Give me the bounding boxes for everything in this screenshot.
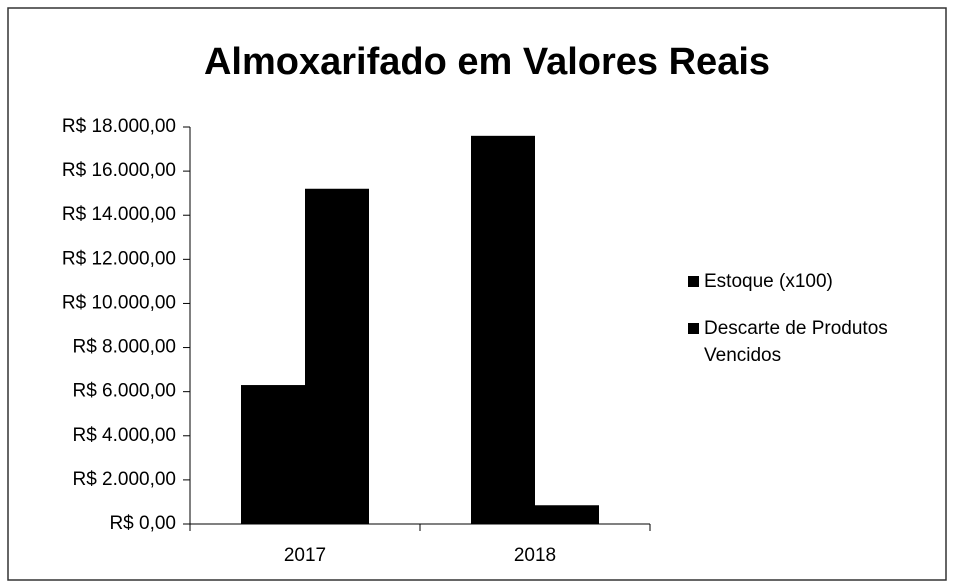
legend-swatch [688, 276, 699, 287]
y-tick-label: R$ 8.000,00 [72, 337, 176, 358]
chart-title: Almoxarifado em Valores Reais [204, 41, 770, 83]
y-tick-label: R$ 18.000,00 [62, 116, 176, 137]
y-tick-label: R$ 0,00 [109, 513, 176, 534]
bar [471, 135, 535, 525]
y-tick-label: R$ 16.000,00 [62, 160, 176, 181]
legend: Estoque (x100) Descarte de Produtos Venci… [688, 268, 938, 389]
legend-label: Estoque (x100) [704, 271, 833, 292]
y-tick-label: R$ 10.000,00 [62, 292, 176, 313]
legend-entry: Estoque (x100) [688, 268, 938, 295]
legend-swatch [688, 323, 699, 334]
bar [241, 385, 305, 524]
y-tick-label: R$ 12.000,00 [62, 248, 176, 269]
legend-entry: Descarte de Produtos Vencidos [688, 315, 938, 369]
bar [305, 188, 369, 524]
y-tick-label: R$ 2.000,00 [72, 469, 176, 490]
legend-label: Descarte de Produtos Vencidos [704, 318, 888, 366]
y-tick-label: R$ 4.000,00 [72, 425, 176, 446]
bar [535, 505, 599, 524]
y-tick-label: R$ 14.000,00 [62, 204, 176, 225]
x-tick-label: 2018 [514, 545, 556, 566]
y-tick-label: R$ 6.000,00 [72, 381, 176, 402]
chart-frame [7, 7, 947, 581]
x-tick-label: 2017 [284, 545, 326, 566]
